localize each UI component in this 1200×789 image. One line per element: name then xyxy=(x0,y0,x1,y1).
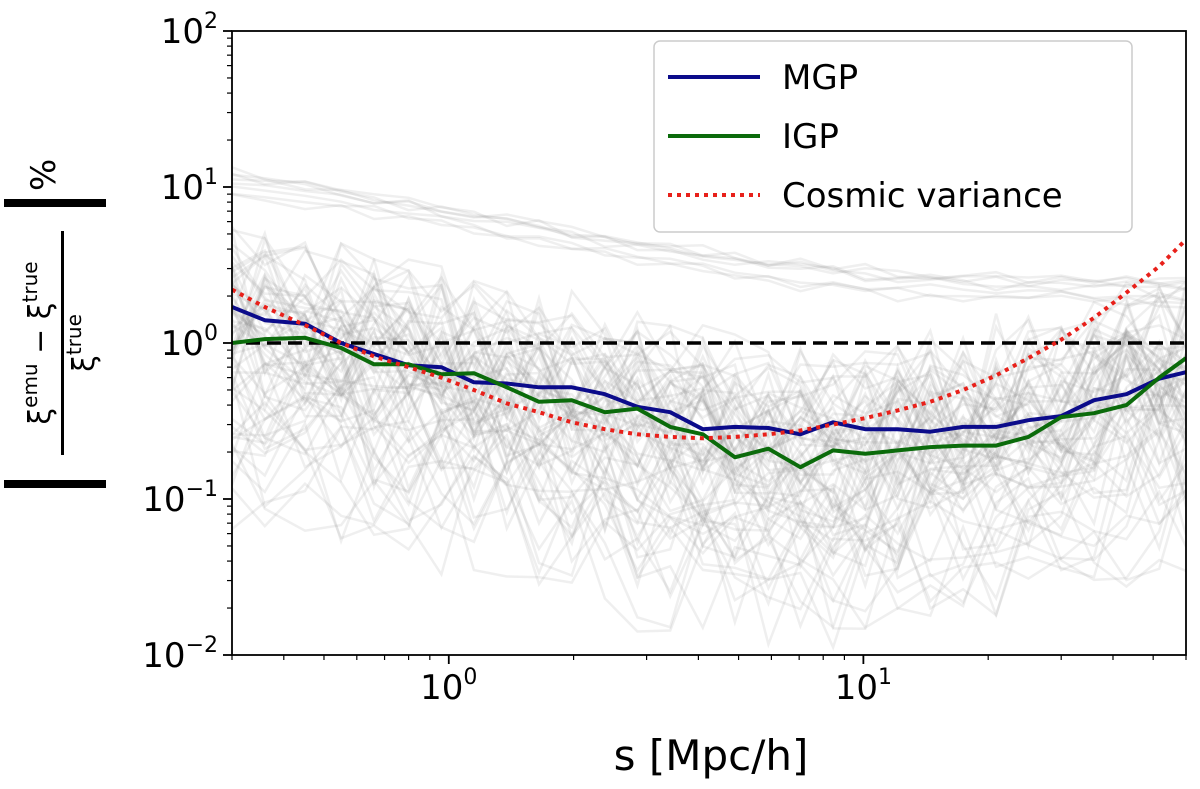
background-realization-line xyxy=(232,361,1186,554)
background-realization-line xyxy=(232,356,1186,570)
background-realization-line xyxy=(232,253,1186,468)
background-realization-line xyxy=(232,282,1186,532)
background-realization-line xyxy=(232,248,1186,468)
background-realization-line xyxy=(232,360,1186,590)
background-realization-line xyxy=(232,226,1186,474)
legend-label-cosmic-variance: Cosmic variance xyxy=(782,176,1063,216)
background-realization-line xyxy=(232,245,1186,468)
background-realization-line xyxy=(232,173,1186,292)
background-realization-line xyxy=(232,292,1186,482)
background-realization-line xyxy=(232,358,1186,578)
background-realization-line xyxy=(232,347,1186,560)
legend: MGP IGP Cosmic variance xyxy=(653,40,1133,233)
background-realization-line xyxy=(232,424,1186,649)
background-realization-line xyxy=(232,172,1186,285)
y-tick-labels: 10−2 10−1 100 101 102 xyxy=(142,9,218,676)
y-label-abs-bar-right xyxy=(4,199,106,207)
axes xyxy=(223,30,1187,664)
background-realization-line xyxy=(232,319,1186,504)
background-realization-line xyxy=(232,266,1186,488)
background-realization-line xyxy=(232,282,1186,495)
background-realization-line xyxy=(232,372,1186,581)
background-realization-line xyxy=(232,286,1186,510)
y-label-numerator: ξemu − ξtrue xyxy=(18,261,58,424)
y-tick-label: 100 xyxy=(161,321,218,364)
background-realization-line xyxy=(232,375,1186,557)
x-tick-label: 100 xyxy=(420,665,477,708)
y-axis-label: ξemu − ξtrue ξtrue % xyxy=(4,159,106,488)
background-realization-line xyxy=(232,246,1186,460)
background-realization-line xyxy=(232,327,1186,529)
series-line-cosmic-variance xyxy=(232,238,1186,441)
background-realization-line xyxy=(232,282,1186,458)
y-label-denominator: ξtrue xyxy=(62,314,102,372)
background-realization-line xyxy=(232,391,1186,607)
background-realization-line xyxy=(232,185,1186,303)
background-realization-line xyxy=(232,298,1186,529)
background-realization-line xyxy=(232,192,1186,307)
x-tick-label: 101 xyxy=(835,665,892,708)
background-realization-line xyxy=(232,279,1186,456)
background-realization-line xyxy=(232,373,1186,611)
background-realization-line xyxy=(232,247,1186,487)
background-realization-line xyxy=(232,241,1186,463)
legend-label-igp: IGP xyxy=(782,117,839,157)
background-realization-line xyxy=(232,228,1186,460)
y-tick-label: 10−1 xyxy=(142,477,218,520)
background-realization-line xyxy=(232,260,1186,498)
background-realization-line xyxy=(232,166,1186,292)
background-realization-line xyxy=(232,276,1186,518)
background-realization-line xyxy=(232,298,1186,523)
background-realization-line xyxy=(232,249,1186,468)
background-realization-line xyxy=(232,304,1186,492)
background-realization-line xyxy=(232,351,1186,592)
y-tick-label: 10−2 xyxy=(142,633,218,676)
background-realization-line xyxy=(232,459,1186,631)
y-label-abs-bar-left xyxy=(4,480,106,488)
y-label-fraction-bar xyxy=(61,231,64,455)
background-realization-line xyxy=(232,182,1186,292)
background-realization-line xyxy=(232,302,1186,529)
background-realization-line xyxy=(232,193,1186,309)
background-realization-line xyxy=(232,310,1186,495)
background-realization-line xyxy=(232,343,1186,562)
background-realization-line xyxy=(232,400,1186,631)
background-realization-line xyxy=(232,258,1186,453)
series-line-igp xyxy=(232,335,1186,470)
background-realization-line xyxy=(232,255,1186,466)
y-label-unit: % xyxy=(24,159,64,191)
background-realization-line xyxy=(232,295,1186,486)
background-realization-line xyxy=(232,359,1186,559)
legend-box xyxy=(653,40,1133,233)
background-realization-line xyxy=(232,277,1186,512)
background-realization-line xyxy=(232,267,1186,507)
background-realization-line xyxy=(232,293,1186,459)
y-tick-label: 102 xyxy=(161,9,218,52)
background-realization-lines xyxy=(232,166,1186,651)
background-realization-line xyxy=(232,274,1186,495)
background-realization-line xyxy=(232,438,1186,630)
background-realization-line xyxy=(232,342,1186,531)
series-layer xyxy=(232,238,1186,470)
background-realization-line xyxy=(232,420,1186,651)
background-realization-line xyxy=(232,349,1186,556)
background-realization-line xyxy=(232,274,1186,496)
background-realization-line xyxy=(232,388,1186,590)
legend-label-mgp: MGP xyxy=(782,58,858,98)
background-realization-line xyxy=(232,178,1186,289)
x-axis-label: s [Mpc/h] xyxy=(614,731,809,780)
background-realization-line xyxy=(232,377,1186,613)
x-tick-labels: 100 101 xyxy=(420,665,892,708)
background-realization-line xyxy=(232,265,1186,488)
background-realization-line xyxy=(232,391,1186,630)
y-tick-label: 101 xyxy=(161,165,218,208)
background-realization-line xyxy=(232,271,1186,512)
